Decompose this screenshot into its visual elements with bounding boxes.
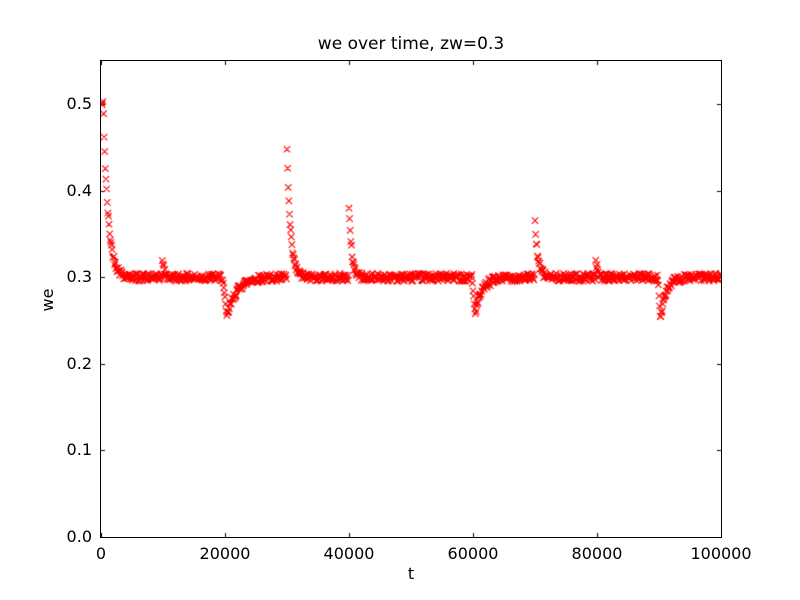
plot-area (100, 60, 722, 538)
x-tick-label: 100000 (690, 544, 752, 563)
y-tick-label: 0.1 (66, 440, 92, 460)
x-axis-label: t (407, 564, 415, 583)
y-tick-label: 0.0 (66, 527, 92, 546)
x-tick-label: 40000 (323, 544, 375, 563)
y-tick-label: 0.3 (66, 267, 92, 287)
y-tick-label: 0.5 (66, 94, 92, 114)
x-tick-label: 20000 (199, 544, 251, 563)
chart-title: we over time, zw=0.3 (317, 34, 505, 54)
x-tick-label: 60000 (447, 544, 499, 563)
y-tick-label: 0.4 (66, 180, 92, 200)
y-tick-label: 0.2 (66, 353, 92, 373)
x-tick-label: 80000 (571, 544, 623, 563)
scatter-canvas (101, 61, 721, 537)
x-tick-label: 0 (95, 544, 107, 563)
